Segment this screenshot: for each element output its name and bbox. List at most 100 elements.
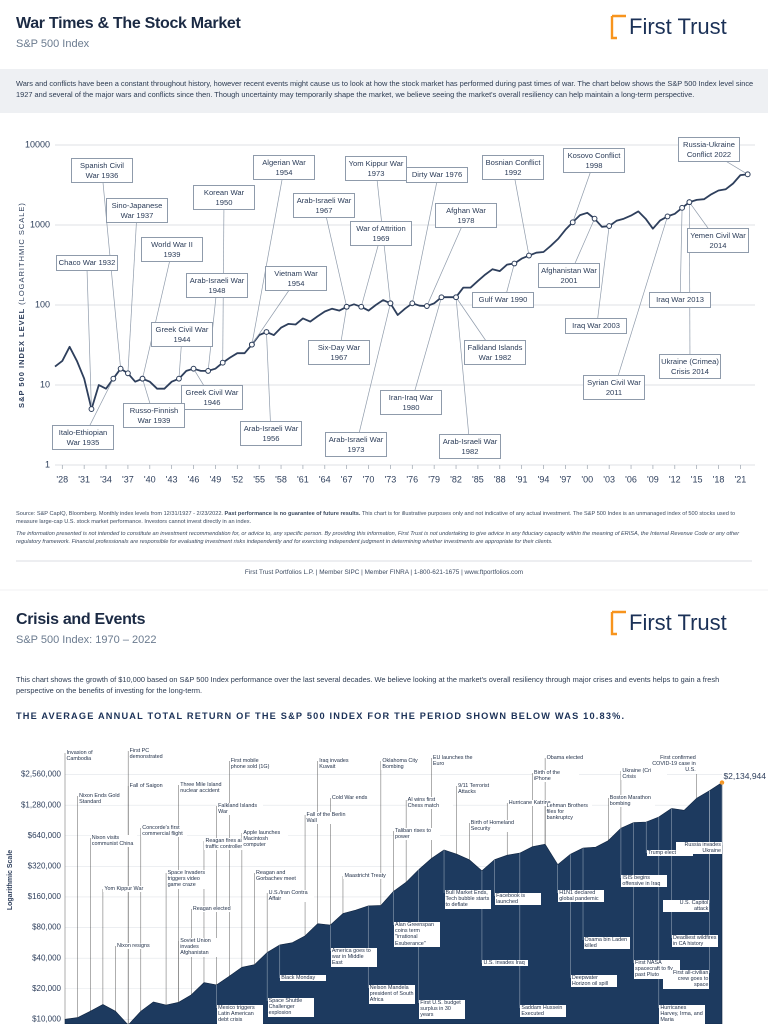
intro-band [0,69,768,113]
event-label: Saddam Hussein Executed [520,1005,567,1018]
event-marker [219,359,226,366]
y-tick-label: $320,000 [28,861,62,870]
x-tick-label: '67 [341,474,353,484]
event-label: Deadliest wildfires in CA history [671,935,718,948]
leader-line [323,206,348,307]
leader-line [86,268,92,410]
event-label: First all-civilian crew goes to space [663,970,710,989]
event-label: First PC demonstrated [128,748,175,761]
x-tick-label: '15 [691,474,703,484]
event-label: Yemen Civil War 2014 [687,228,749,253]
y-tick-label: $40,000 [32,953,61,962]
leader-line [410,297,442,405]
x-tick-label: '03 [603,474,615,484]
y-tick-label: 10 [40,379,50,389]
event-marker [744,171,751,178]
event-label: Hurricanes Harvey, Irma, and Maria [659,1005,706,1024]
event-label: Fall of Saigon [128,783,175,790]
event-label: Soviet Union invades Afghanistan [179,938,226,957]
x-tick-label: '52 [231,474,243,484]
event-label: Osama bin Laden killed [583,937,630,950]
event-label: Cold War ends [330,795,377,802]
event-label: Falkland Islands War [217,803,264,816]
leader-line [355,303,391,447]
y-tick-label: $1,280,000 [21,800,62,809]
event-label: Russia-Ukraine Conflict 2022 [678,137,740,162]
event-label: Gulf War 1990 [472,292,534,308]
leader-line [426,216,467,307]
section-title: Crisis and Events [16,611,146,628]
event-label: Arab-Israeli War 1956 [240,421,302,446]
event-label: Italo-Ethiopian War 1935 [52,425,114,450]
event-label: Bosnian Conflict 1992 [482,155,544,180]
leader-line [512,168,530,256]
event-label: Russo-Finnish War 1939 [123,403,185,428]
event-label: Birth of the iPhone [532,770,579,783]
event-label: Reagan and Gorbachev meet [255,870,302,883]
event-label: Facebook is launched [495,893,542,906]
end-value-label: $2,134,944 [723,771,766,781]
source-text: This chart is for illustrative purposes … [16,511,736,525]
source-text: Source: S&P CapIQ, Bloomberg. Monthly in… [16,511,223,517]
event-label: Iran-Iraq War 1980 [380,390,442,415]
event-marker [387,300,394,307]
event-label: Deepwater Horizon oil spill [570,975,617,988]
event-label: Black Monday [280,975,327,982]
event-marker [248,341,255,348]
x-tick-label: '37 [122,474,134,484]
x-tick-label: '40 [144,474,156,484]
event-label: U.S. Capitol attack [663,900,710,913]
title: War Times & The Stock Market [16,15,241,32]
event-label: Arab-Israeli War 1973 [325,432,387,457]
event-label: Space Shuttle Challenger explosion [267,998,314,1017]
event-label: Iraq invades Kuwait [318,758,365,771]
x-tick-label: '18 [713,474,725,484]
x-tick-label: '06 [625,474,637,484]
event-label: Obama elected [545,755,592,762]
x-tick-label: '55 [253,474,265,484]
event-label: Bull Market Ends, Tech bubble starts to … [444,890,491,909]
leader-line [595,226,610,333]
event-label: Korean War 1950 [193,185,255,210]
x-tick-label: '49 [210,474,222,484]
y-tick-label: $80,000 [32,923,61,932]
event-marker [139,375,146,382]
x-tick-label: '46 [188,474,200,484]
event-marker [88,406,95,412]
event-label: Six-Day War 1967 [308,340,370,365]
logo: First Trust [629,14,727,39]
event-marker [117,365,124,372]
event-label: World War II 1939 [141,237,203,262]
event-label: Fall of the Berlin Wall [305,812,352,825]
x-tick-label: '88 [494,474,506,484]
event-marker [190,365,197,372]
x-tick-label: '58 [275,474,287,484]
event-label: Yom Kippur War 1973 [345,156,407,181]
event-label: H1N1 declared global pandemic [558,890,605,903]
event-marker [679,204,685,211]
event-marker [110,375,117,382]
event-label: Spanish Civil War 1936 [71,158,133,183]
y-tick-label: $10,000 [32,1014,61,1023]
event-marker [526,252,532,259]
intro: Wars and conflicts have been a constant … [16,79,754,99]
event-marker [664,213,671,220]
x-tick-label: '34 [100,474,112,484]
headline: THE AVERAGE ANNUAL TOTAL RETURN OF THE S… [16,711,626,721]
x-tick-label: '43 [166,474,178,484]
event-label: Space Invaders triggers video game craze [166,870,213,889]
event-label: Iraq War 2003 [565,318,627,334]
section-subtitle: S&P 500 Index: 1970 – 2022 [16,634,157,646]
event-label: Nelson Mandela president of South Africa [368,985,415,1004]
leader-line [455,297,471,449]
y-axis-title: Logarithmic Scale [7,850,14,910]
event-marker [423,303,430,309]
event-label: Three Mile Island nuclear accident [179,782,226,795]
event-label: Apple launches Macintosh computer [242,830,289,849]
y-tick-label: $20,000 [32,984,61,993]
event-label: U.S. invades Iraq [482,960,529,967]
x-tick-label: '28 [56,474,68,484]
leader-line [411,180,438,304]
event-marker [686,199,693,206]
